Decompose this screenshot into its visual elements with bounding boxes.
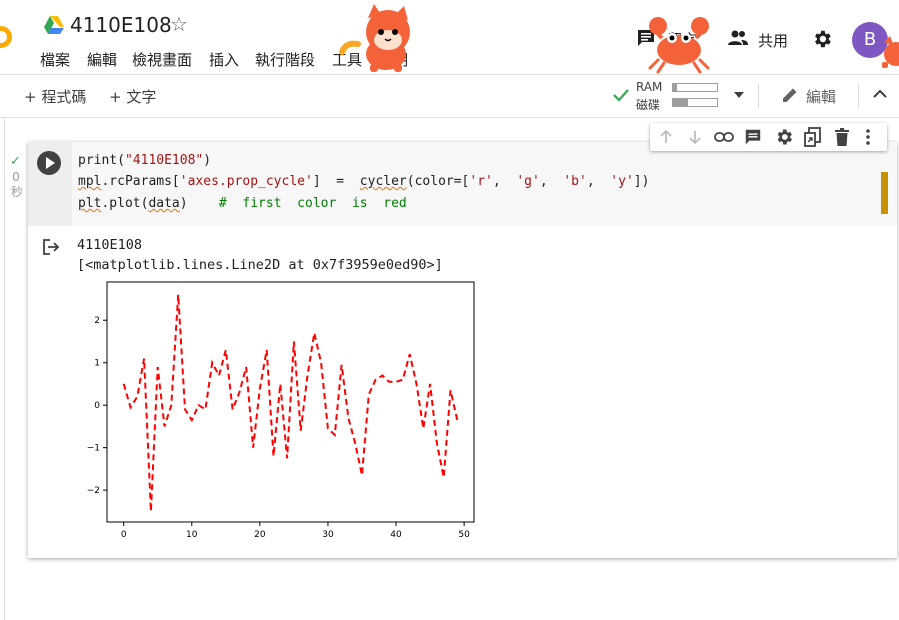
code-token: .rcParams[ <box>101 174 180 189</box>
run-cell-button[interactable] <box>37 151 61 175</box>
code-token: (color=[ <box>406 174 470 189</box>
chevron-up-icon[interactable] <box>872 86 888 102</box>
add-code-button[interactable]: + 程式碼 <box>24 88 87 106</box>
chevron-down-icon[interactable] <box>733 91 745 99</box>
crab-sticker-icon <box>648 17 710 74</box>
y-tick-label: −1 <box>87 444 100 454</box>
exec-done-check-icon: ✓ <box>10 154 21 169</box>
disk-label: 磁碟 <box>636 98 661 112</box>
menu-runtime[interactable]: 執行階段 <box>255 51 316 69</box>
notebook-toolbar <box>0 75 899 118</box>
left-rule <box>4 118 5 620</box>
series-line <box>122 294 459 512</box>
menu-tools[interactable]: 工具 <box>332 51 363 69</box>
code-token: ] = <box>312 174 360 189</box>
output-text-line-2: [<matplotlib.lines.Line2D at 0x7f3959e0e… <box>77 257 443 273</box>
line-plot: 0 10 20 30 40 50 −2 −1 0 1 2 <box>87 281 475 540</box>
code-string: 'g' <box>516 174 540 189</box>
cell-action-toolbar <box>650 123 887 151</box>
animal-sticker-icon <box>882 36 899 68</box>
code-line-2[interactable]: mpl.rcParams['axes.prop_cycle'] = cycler… <box>78 174 649 189</box>
settings-gear-icon[interactable] <box>811 28 833 50</box>
comment-icon[interactable] <box>636 28 656 48</box>
code-string: 'b' <box>563 174 587 189</box>
code-token: cycler <box>359 174 407 189</box>
ram-usage-bar <box>672 83 718 92</box>
code-token: ) <box>179 196 219 211</box>
exec-time: 0 秒 <box>11 170 23 200</box>
cell-settings-gear-icon[interactable] <box>774 127 794 147</box>
code-token: , <box>492 174 517 189</box>
menu-insert[interactable]: 插入 <box>209 51 240 69</box>
arrow-down-icon[interactable] <box>686 128 704 146</box>
play-icon <box>46 157 55 169</box>
code-token: plt <box>78 196 102 211</box>
code-token: ]) <box>633 174 650 189</box>
x-tick-label: 20 <box>254 530 266 540</box>
edit-mode-button[interactable]: 編輯 <box>806 88 837 106</box>
people-icon[interactable] <box>727 29 749 47</box>
exec-count-value: 0 <box>12 170 20 184</box>
more-vert-icon[interactable] <box>864 128 872 146</box>
disk-usage-bar <box>672 98 718 107</box>
code-token: ) <box>203 153 212 168</box>
ram-usage-fill <box>673 84 677 91</box>
toolbar-divider <box>858 84 859 108</box>
code-token: .plot( <box>101 196 149 211</box>
star-icon[interactable]: ☆ <box>170 12 188 36</box>
user-avatar[interactable]: B <box>852 22 888 58</box>
code-line-3[interactable]: plt.plot(data) # first color is red <box>78 196 407 211</box>
link-icon[interactable] <box>714 128 734 146</box>
y-tick-label: −2 <box>87 486 100 496</box>
disk-usage-fill <box>673 99 689 106</box>
code-token: mpl <box>78 174 102 189</box>
notebook-header <box>0 0 899 75</box>
ram-label: RAM <box>636 80 663 94</box>
code-token: data <box>148 196 180 211</box>
output-text-line-1: 4110E108 <box>77 237 143 253</box>
y-tick-label: 1 <box>94 359 100 369</box>
x-tick-label: 40 <box>390 530 402 540</box>
code-string: 'r' <box>469 174 493 189</box>
code-token: , <box>586 174 611 189</box>
x-tick-label: 50 <box>458 530 470 540</box>
colab-logo[interactable] <box>0 26 12 48</box>
google-drive-icon[interactable] <box>44 16 64 34</box>
arrow-up-icon[interactable] <box>657 128 675 146</box>
code-string: 'axes.prop_cycle' <box>179 174 313 189</box>
code-comment: # first color is red <box>218 196 407 211</box>
code-editor[interactable] <box>72 142 897 226</box>
add-text-button[interactable]: + 文字 <box>109 88 157 106</box>
x-tick-label: 0 <box>121 530 127 540</box>
cat-sticker-icon <box>339 4 410 72</box>
mirror-cell-icon[interactable] <box>804 127 822 147</box>
code-token: , <box>539 174 564 189</box>
code-line-1[interactable]: print("4110E108") <box>78 153 211 168</box>
x-tick-label: 10 <box>186 530 198 540</box>
comment-icon[interactable] <box>744 128 762 146</box>
exec-count-unit: 秒 <box>11 185 24 199</box>
menu-edit[interactable]: 編輯 <box>87 51 118 69</box>
code-token: print( <box>78 153 125 168</box>
x-tick-label: 30 <box>322 530 334 540</box>
code-string: "4110E108" <box>124 153 204 168</box>
pencil-icon[interactable] <box>780 85 800 105</box>
delete-trash-icon[interactable] <box>834 127 850 147</box>
y-tick-label: 2 <box>94 316 100 326</box>
share-button[interactable]: 共用 <box>758 32 789 50</box>
menu-file[interactable]: 檔案 <box>40 51 71 69</box>
code-string: 'y' <box>610 174 634 189</box>
notebook-title[interactable]: 4110E108 <box>70 13 172 37</box>
output-clear-icon[interactable] <box>42 238 60 256</box>
connected-check-icon[interactable] <box>611 85 631 105</box>
menu-view[interactable]: 檢視畫面 <box>132 51 193 69</box>
scroll-marker <box>881 172 888 214</box>
toolbar-divider <box>758 84 759 108</box>
y-tick-label: 0 <box>94 401 100 411</box>
